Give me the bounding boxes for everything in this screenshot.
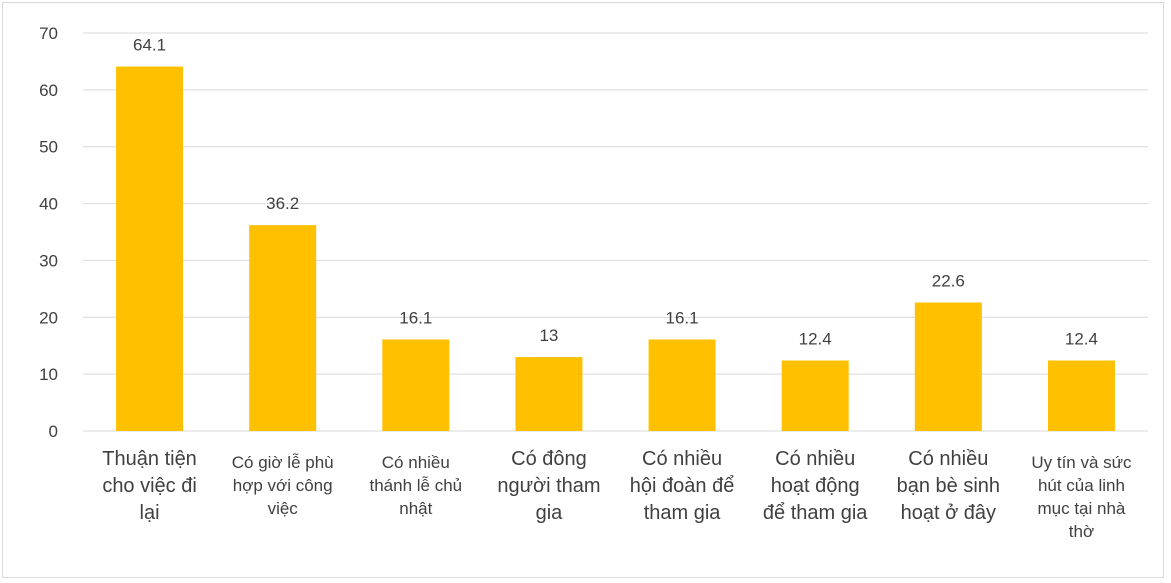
y-tick-label: 0 — [49, 422, 58, 441]
bar — [382, 339, 450, 431]
data-label: 16.1 — [399, 308, 432, 327]
data-label: 12.4 — [1065, 329, 1098, 348]
x-tick-label-line: Thuận tiện — [102, 448, 197, 470]
x-tick-label-line: Uy tín và sức — [1031, 453, 1132, 472]
x-tick-label: Có nhiều hội đoàn để tham gia — [612, 446, 752, 528]
data-label: 16.1 — [666, 308, 699, 327]
bar — [648, 339, 716, 431]
x-tick-label-line: gia — [535, 502, 563, 525]
x-tick-label: Có giờ lễ phù hợp với công việc — [213, 451, 353, 520]
y-tick-label: 20 — [39, 308, 58, 327]
bar — [1047, 360, 1115, 431]
x-tick-label: Thuận tiện cho việc đi lại — [80, 446, 220, 528]
x-tick-label-line: thánh lễ chủ — [369, 476, 463, 496]
y-tick-label: 50 — [39, 138, 58, 157]
x-tick-label: Có nhiều hoạt động để tham gia — [745, 446, 885, 528]
bar — [249, 225, 317, 431]
x-tick-label-line: Có nhiều — [381, 453, 450, 472]
x-tick-label-line: bạn bè sinh — [896, 475, 1001, 498]
x-tick-label-line: hoạt động — [770, 475, 860, 498]
x-tick-label-line: người tham — [497, 475, 601, 498]
x-tick-label-line: hội đoàn để — [629, 475, 735, 498]
bar — [515, 357, 583, 431]
data-label: 22.6 — [932, 272, 965, 291]
data-label: 13 — [539, 326, 558, 345]
data-label: 12.4 — [799, 329, 832, 348]
x-tick-label-line: Có đông — [511, 448, 587, 470]
x-tick-label-line: lại — [139, 502, 160, 525]
x-tick-label-line: việc — [267, 499, 298, 519]
data-label: 36.2 — [266, 194, 299, 213]
x-tick-label-line: nhật — [399, 499, 433, 519]
y-tick-label: 60 — [39, 81, 58, 100]
bar — [116, 66, 184, 431]
y-tick-label: 40 — [39, 195, 58, 214]
x-tick-label-line: Có nhiều — [642, 448, 723, 470]
x-tick-label: Có nhiều thánh lễ chủ nhật — [346, 451, 486, 520]
x-tick-label-line: cho việc đi — [102, 475, 197, 498]
y-tick-label: 70 — [39, 24, 58, 43]
x-tick-label-line: hợp với công — [232, 476, 333, 496]
x-tick-label-line: tham gia — [643, 502, 721, 525]
x-tick-label-line: hoạt ở đây — [900, 502, 997, 525]
x-tick-label: Uy tín và sức hút của linh mục tại nhà thờ — [1011, 451, 1151, 543]
x-tick-label-line: mục tại nhà — [1037, 499, 1126, 519]
x-tick-label-line: hút của linh — [1037, 476, 1125, 496]
x-tick-label-line: Có nhiều — [908, 448, 989, 470]
x-tick-label-line: Có giờ lễ phù — [231, 453, 334, 472]
bar — [781, 360, 849, 431]
bar — [914, 302, 982, 431]
data-label: 64.1 — [133, 36, 166, 55]
x-tick-label-line: để tham gia — [762, 502, 868, 525]
x-tick-label-line: thờ — [1068, 522, 1095, 542]
x-tick-label: Có nhiều bạn bè sinh hoạt ở đây — [878, 446, 1018, 528]
y-tick-label: 30 — [39, 251, 58, 270]
y-tick-label: 10 — [39, 365, 58, 384]
x-tick-label: Có đông người tham gia — [479, 446, 619, 528]
x-tick-label-line: Có nhiều — [775, 448, 856, 470]
